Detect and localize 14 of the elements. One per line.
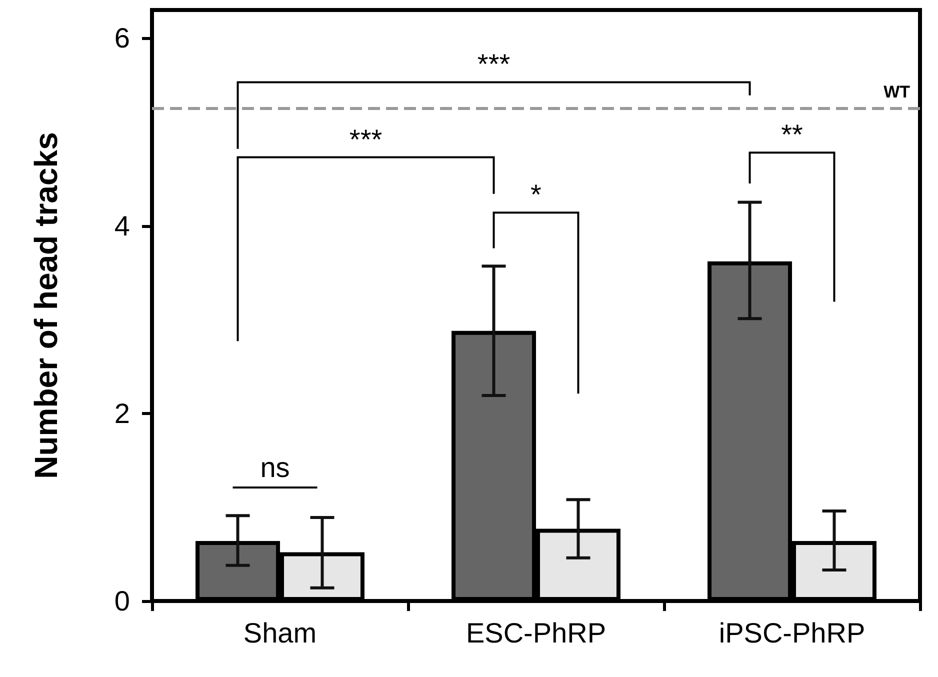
annotation: ns (260, 452, 290, 483)
annotation: *** (477, 48, 510, 80)
y-tick-label: 2 (114, 398, 130, 429)
ref-line-label: WT (884, 82, 911, 102)
y-tick-label: 0 (114, 586, 130, 616)
annotation: ** (781, 119, 803, 150)
annotation: * (530, 179, 542, 210)
x-tick-label: ESC-PhRP (466, 618, 606, 648)
x-tick-label: iPSC-PhRP (718, 618, 866, 648)
y-tick-label: 6 (114, 22, 130, 54)
y-tick-label: 4 (114, 210, 130, 242)
y-axis-title: Number of head tracks (28, 132, 64, 479)
x-tick-label: Sham (243, 618, 317, 648)
annotation: *** (349, 124, 382, 155)
